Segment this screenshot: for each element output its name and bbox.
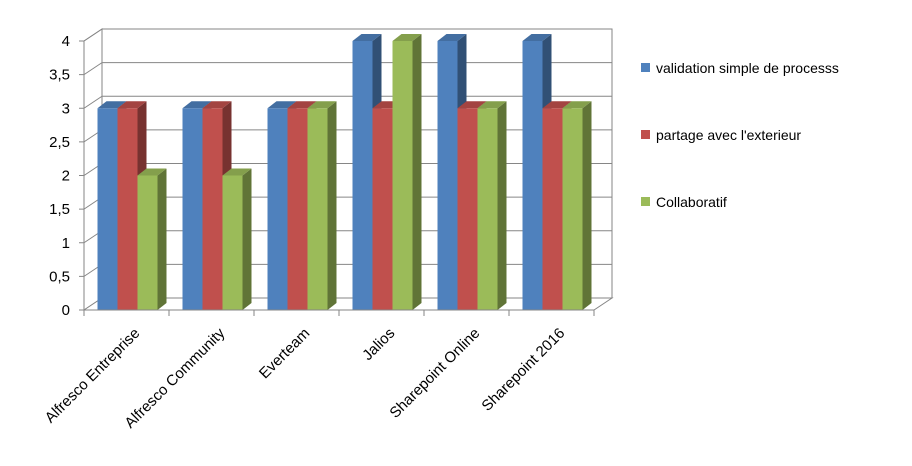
bar-side — [412, 34, 422, 310]
bar-front — [117, 108, 138, 310]
bar-top — [137, 168, 167, 176]
bar-front — [522, 41, 543, 310]
bar-top — [437, 34, 467, 41]
bars — [97, 34, 592, 310]
bar-top — [522, 34, 552, 41]
bar — [477, 101, 507, 310]
bar-top — [542, 101, 572, 109]
bar — [392, 34, 422, 310]
gridline-side — [83, 28, 103, 42]
bar-top — [477, 101, 507, 109]
y-tick-label: 1 — [62, 235, 70, 252]
bar-top — [562, 101, 592, 109]
bar-top — [222, 168, 252, 176]
bar-front — [437, 41, 458, 310]
bar-side — [327, 101, 337, 310]
y-tick-label: 2,5 — [49, 134, 70, 151]
x-tick-label: Sharepoint Online — [386, 325, 483, 422]
bar-front — [392, 41, 413, 310]
bar-front — [287, 108, 308, 310]
bar-front — [202, 108, 223, 310]
bar-front — [457, 108, 478, 310]
legend-label: Collaboratif — [656, 194, 727, 210]
legend-label: validation simple de processs — [656, 60, 839, 76]
bar-side — [157, 168, 167, 310]
x-tick-label: Jalios — [359, 325, 398, 364]
legend-swatch — [641, 130, 650, 139]
bar-top — [202, 101, 232, 109]
legend: validation simple de processs partage ave… — [641, 60, 839, 210]
y-tick-label: 2 — [62, 168, 70, 185]
bar-front — [97, 108, 118, 310]
y-tick-label: 3,5 — [49, 67, 70, 84]
y-tick-label: 1,5 — [49, 201, 70, 218]
y-tick-label: 0 — [62, 302, 70, 319]
bar-side — [497, 101, 507, 310]
bar-front — [137, 175, 158, 310]
bar-front — [372, 108, 393, 310]
bar-side — [242, 168, 252, 310]
legend-swatch — [641, 197, 650, 206]
bar — [562, 101, 592, 310]
y-tick-label: 4 — [62, 33, 70, 50]
bar-front — [562, 108, 583, 310]
bar-top — [182, 101, 212, 109]
bar-top — [97, 101, 127, 109]
gridline-side — [83, 62, 103, 76]
bar-front — [307, 108, 328, 310]
bar-top — [117, 101, 147, 109]
bar-front — [542, 108, 563, 310]
legend-label: partage avec l'exterieur — [656, 127, 801, 143]
bar — [307, 101, 337, 310]
legend-swatch — [641, 63, 650, 72]
x-tick-label: Alfresco Entreprise — [42, 325, 144, 427]
bar-top — [352, 34, 382, 41]
bar-front — [477, 108, 498, 310]
bar-top — [392, 34, 422, 41]
bar — [222, 168, 252, 310]
bar — [137, 168, 167, 310]
bar-front — [352, 41, 373, 310]
gridline-side — [83, 95, 103, 109]
y-tick-label: 0,5 — [49, 268, 70, 285]
bar-side — [582, 101, 592, 310]
y-axis-ticks: 0 0,5 1 1,5 2 2,5 3 3,5 4 — [49, 33, 85, 319]
y-tick-label: 3 — [62, 100, 70, 117]
bar-front — [222, 175, 243, 310]
bar-top — [267, 101, 297, 109]
bar-top — [287, 101, 317, 109]
bar-front — [182, 108, 203, 310]
x-tick-label: Everteam — [256, 325, 313, 382]
x-tick-label: Sharepoint 2016 — [478, 325, 568, 415]
bar-front — [267, 108, 288, 310]
bar-top — [457, 101, 487, 109]
bar-top — [307, 101, 337, 109]
